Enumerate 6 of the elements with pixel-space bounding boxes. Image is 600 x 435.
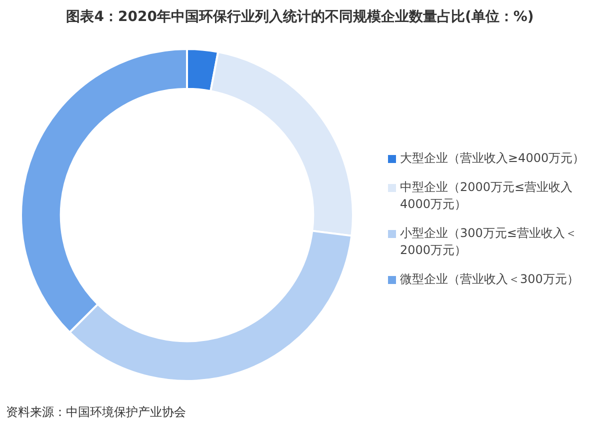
text: 资料来源：中国环境保护产业协会 xyxy=(6,404,186,421)
legend-label: 中型企业（2000万元≤营业收入4000万元） xyxy=(400,179,574,213)
chart-title: 图表4：2020年中国环保行业列入统计的不同规模企业数量占比(单位：%) xyxy=(65,8,535,26)
legend-label: 大型企业（营业收入≥4000万元） xyxy=(400,150,585,167)
legend-label: 小型企业（300万元≤营业收入＜2000万元） xyxy=(400,225,578,259)
legend-label: 微型企业（营业收入＜300万元） xyxy=(400,271,579,288)
